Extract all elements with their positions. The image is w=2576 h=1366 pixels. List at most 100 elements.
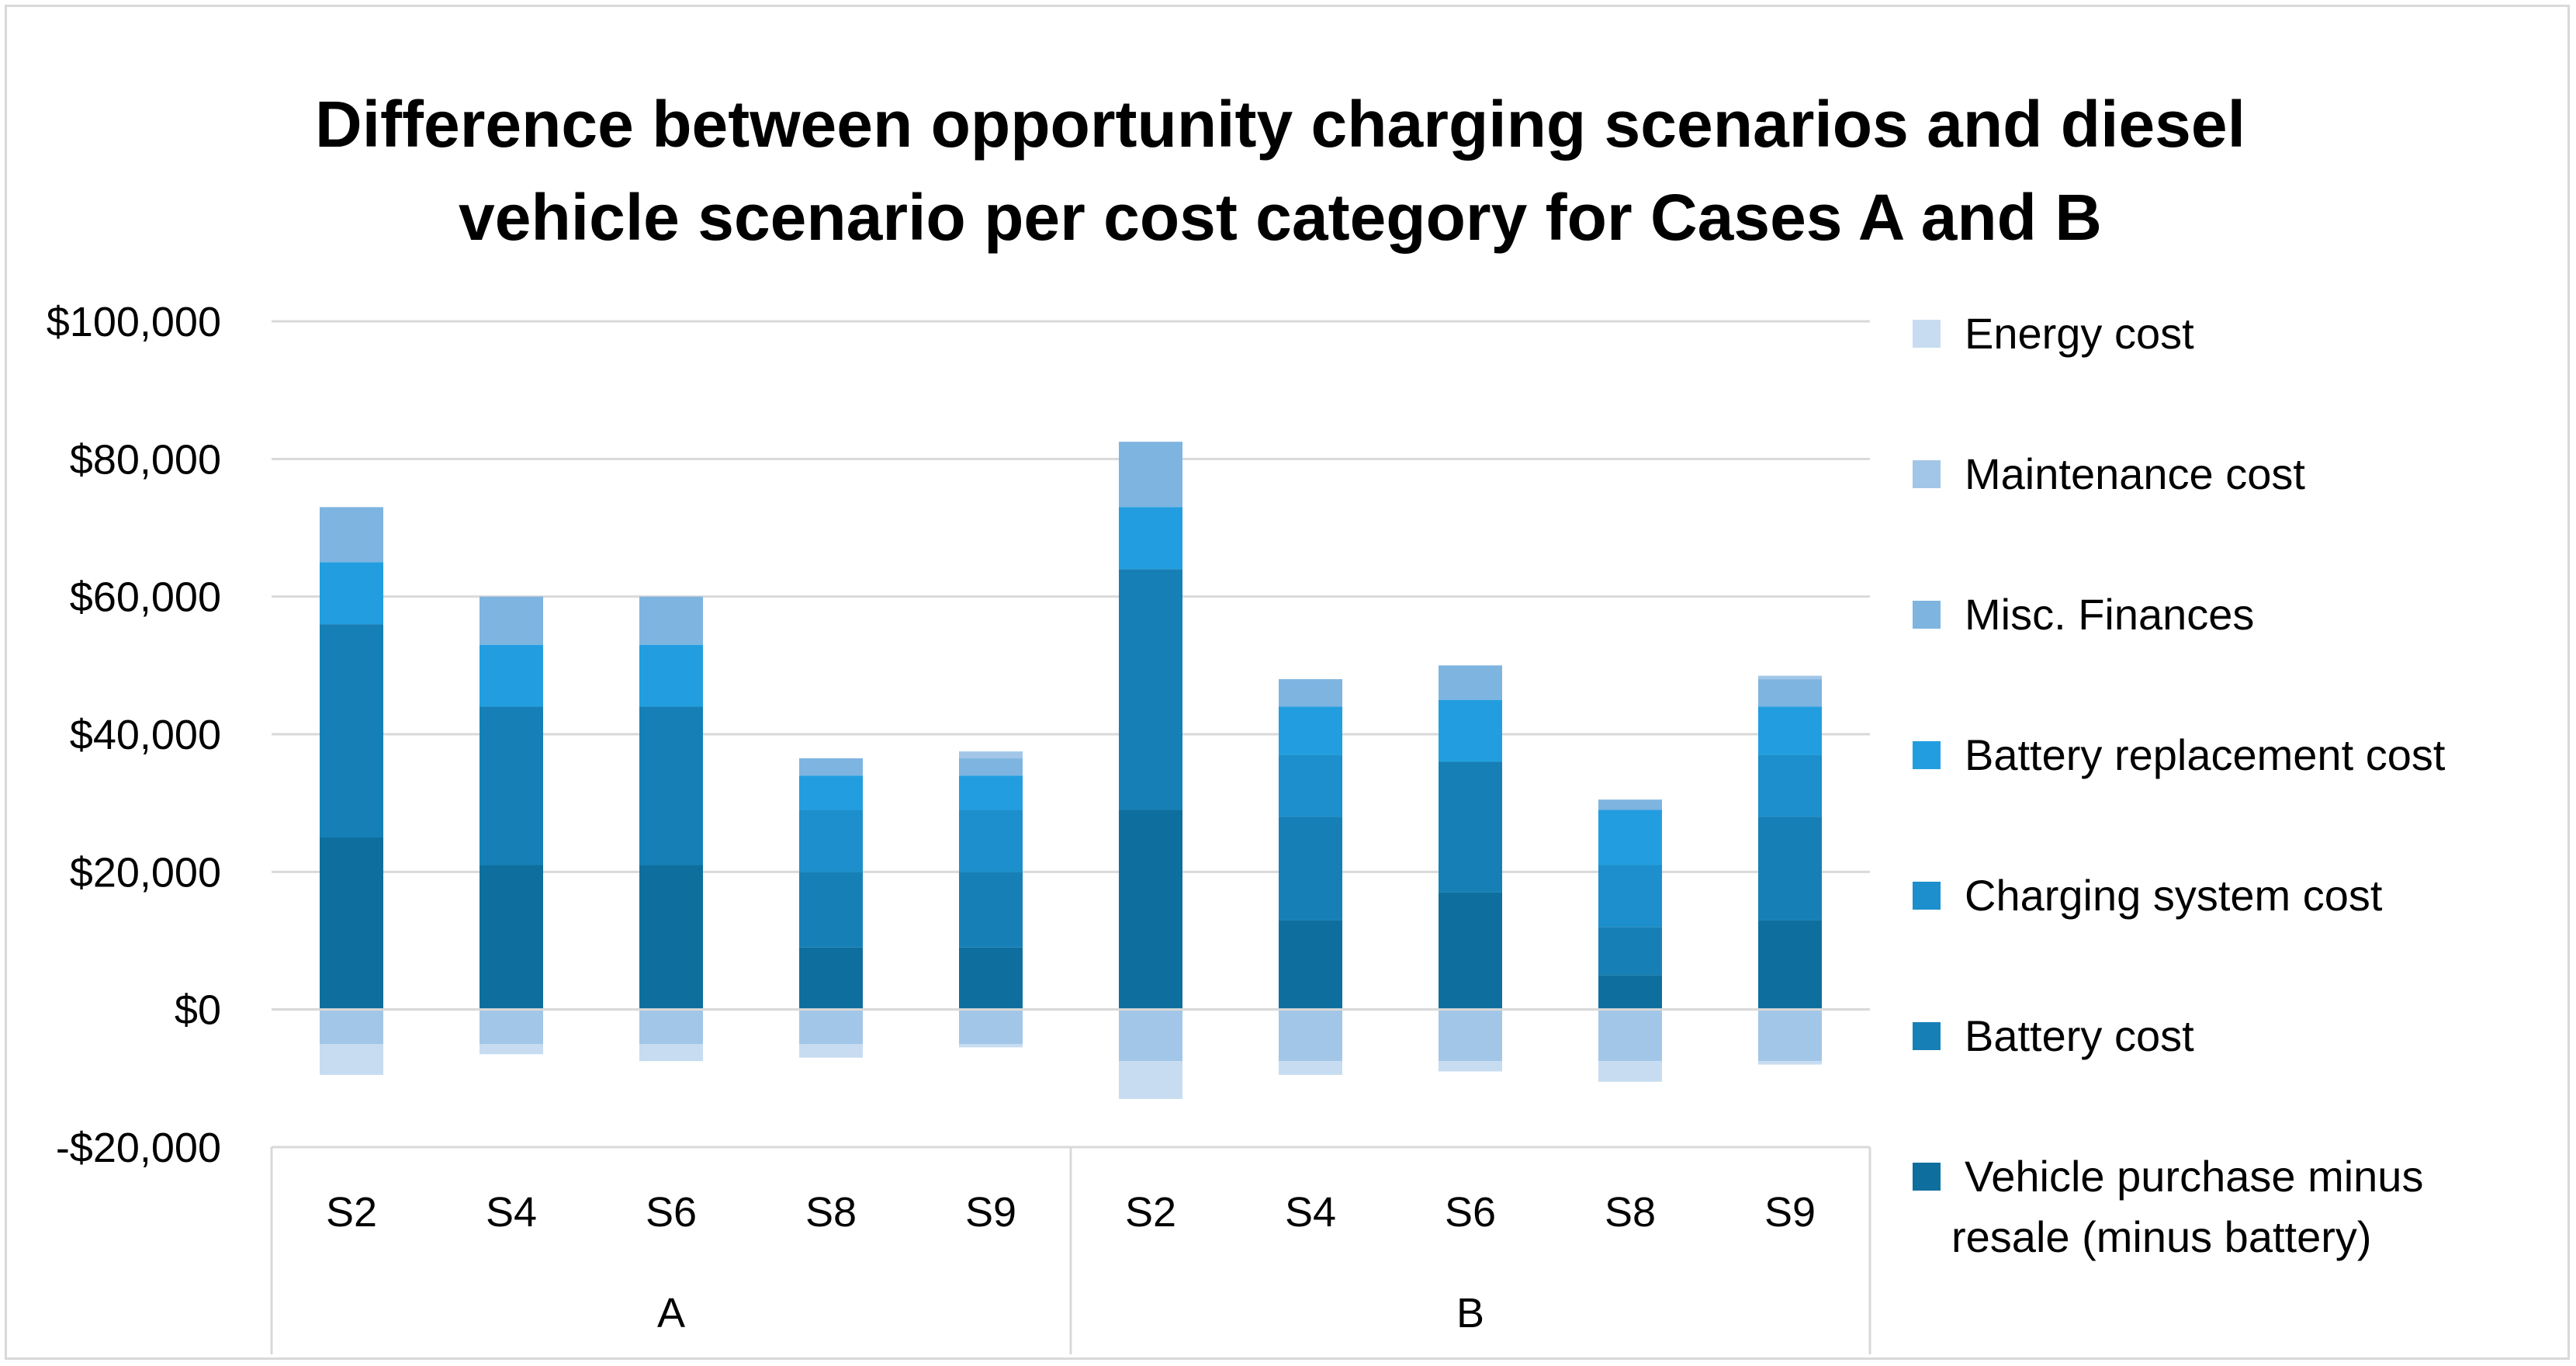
bar-segment-maintenance-cost — [1119, 1009, 1182, 1062]
bar-segment-charging-system-cost — [959, 810, 1023, 872]
chart-title-line-2: vehicle scenario per cost category for C… — [459, 181, 2102, 254]
bar-segment-charging-system-cost — [1279, 754, 1342, 817]
bar-segment-battery-cost — [1598, 927, 1662, 976]
bar-segment-misc-finances — [799, 758, 863, 776]
x-tick-label: S9 — [1764, 1189, 1816, 1236]
y-tick-label: $40,000 — [70, 712, 221, 758]
bar-segment-vehicle-purchase-minus-resale-minus-battery — [480, 865, 543, 1010]
bar-segment-maintenance-cost — [1279, 1009, 1342, 1062]
legend-label: Vehicle purchase minus — [1965, 1152, 2423, 1201]
bar-segment-battery-cost — [959, 872, 1023, 948]
bar-segment-energy-cost — [799, 1044, 863, 1058]
bar-segment-top-cap — [959, 751, 1023, 759]
bar-segment-charging-system-cost — [1598, 865, 1662, 927]
bar-segment-charging-system-cost — [799, 810, 863, 872]
bar-segment-vehicle-purchase-minus-resale-minus-battery — [1279, 920, 1342, 1010]
bar-segment-battery-replacement-cost — [480, 644, 543, 707]
bar-segment-battery-replacement-cost — [1279, 706, 1342, 755]
bar-segment-misc-finances — [1119, 442, 1182, 508]
legend-label: Battery cost — [1965, 1011, 2194, 1060]
y-tick-label: -$20,000 — [56, 1125, 221, 1171]
x-tick-label: S2 — [326, 1189, 377, 1236]
bar-segment-vehicle-purchase-minus-resale-minus-battery — [1119, 810, 1182, 1010]
bar-segment-maintenance-cost — [799, 1009, 863, 1044]
legend-swatch — [1913, 1163, 1941, 1191]
bar-segment-battery-cost — [1758, 816, 1822, 920]
legend-label: Energy cost — [1965, 309, 2194, 358]
bar-segment-vehicle-purchase-minus-resale-minus-battery — [1439, 892, 1502, 1010]
bar-segment-energy-cost — [1279, 1061, 1342, 1075]
bar-segment-misc-finances — [320, 507, 383, 563]
bar-segment-battery-replacement-cost — [639, 644, 703, 707]
bar-segment-battery-replacement-cost — [320, 562, 383, 625]
legend-label: Maintenance cost — [1965, 449, 2305, 498]
bar-segment-battery-replacement-cost — [1758, 706, 1822, 755]
bar-segment-energy-cost — [480, 1044, 543, 1055]
bar-segment-maintenance-cost — [959, 1009, 1023, 1044]
x-tick-label: S6 — [646, 1189, 697, 1236]
bar-segment-maintenance-cost — [639, 1009, 703, 1044]
bar-segment-maintenance-cost — [1439, 1009, 1502, 1062]
bar-segment-battery-cost — [1119, 569, 1182, 810]
bar-segment-misc-finances — [639, 596, 703, 645]
bar-segment-maintenance-cost — [480, 1009, 543, 1044]
bar-segment-misc-finances — [959, 758, 1023, 776]
legend-label: Battery replacement cost — [1965, 730, 2446, 779]
legend-label: Misc. Finances — [1965, 590, 2254, 639]
legend-swatch — [1913, 601, 1941, 629]
legend-label: resale (minus battery) — [1951, 1212, 2372, 1261]
bar-segment-vehicle-purchase-minus-resale-minus-battery — [799, 947, 863, 1010]
bar-segment-misc-finances — [480, 596, 543, 645]
y-tick-label: $100,000 — [47, 299, 221, 345]
bar-segment-energy-cost — [1439, 1061, 1502, 1072]
bar-segment-maintenance-cost — [320, 1009, 383, 1044]
bar-segment-energy-cost — [1758, 1061, 1822, 1065]
bar-segment-battery-cost — [1279, 816, 1342, 920]
legend-swatch — [1913, 741, 1941, 769]
legend-swatch — [1913, 320, 1941, 348]
bar-segment-misc-finances — [1598, 799, 1662, 810]
bar-segment-battery-replacement-cost — [799, 775, 863, 810]
bar-segment-energy-cost — [1598, 1061, 1662, 1082]
bar-segment-battery-cost — [639, 706, 703, 865]
x-tick-label: S9 — [965, 1189, 1016, 1236]
x-tick-label: S8 — [1605, 1189, 1656, 1236]
bar-segment-battery-cost — [480, 706, 543, 865]
bar-segment-vehicle-purchase-minus-resale-minus-battery — [1598, 975, 1662, 1010]
legend-swatch — [1913, 882, 1941, 910]
bar-segment-vehicle-purchase-minus-resale-minus-battery — [959, 947, 1023, 1010]
bar-segment-charging-system-cost — [1758, 754, 1822, 817]
bar-segment-battery-replacement-cost — [1598, 810, 1662, 865]
legend-label: Charging system cost — [1965, 871, 2383, 920]
legend-swatch — [1913, 460, 1941, 488]
y-tick-label: $0 — [175, 987, 221, 1034]
y-tick-label: $80,000 — [70, 436, 221, 483]
x-tick-label: S8 — [805, 1189, 857, 1236]
bar-segment-misc-finances — [1439, 665, 1502, 700]
bar-segment-battery-cost — [799, 872, 863, 948]
x-tick-label: S2 — [1125, 1189, 1176, 1236]
bar-segment-energy-cost — [959, 1044, 1023, 1048]
bar-segment-top-cap — [1758, 675, 1822, 680]
x-tick-label: S4 — [1285, 1189, 1336, 1236]
group-label: B — [1456, 1290, 1484, 1337]
bar-segment-misc-finances — [1279, 679, 1342, 707]
x-tick-label: S4 — [486, 1189, 537, 1236]
y-tick-label: $60,000 — [70, 574, 221, 621]
bar-segment-maintenance-cost — [1758, 1009, 1822, 1062]
bar-segment-maintenance-cost — [1598, 1009, 1662, 1062]
legend-swatch — [1913, 1022, 1941, 1050]
bar-segment-battery-cost — [1439, 761, 1502, 893]
bar-segment-battery-replacement-cost — [1119, 507, 1182, 570]
y-tick-label: $20,000 — [70, 849, 221, 896]
bar-segment-vehicle-purchase-minus-resale-minus-battery — [1758, 920, 1822, 1010]
bar-segment-battery-replacement-cost — [959, 775, 1023, 810]
x-tick-label: S6 — [1445, 1189, 1496, 1236]
bar-segment-energy-cost — [639, 1044, 703, 1062]
bar-segment-battery-replacement-cost — [1439, 699, 1502, 762]
bar-segment-vehicle-purchase-minus-resale-minus-battery — [639, 865, 703, 1010]
group-label: A — [657, 1290, 685, 1337]
bar-segment-energy-cost — [1119, 1061, 1182, 1099]
bar-segment-misc-finances — [1758, 679, 1822, 707]
